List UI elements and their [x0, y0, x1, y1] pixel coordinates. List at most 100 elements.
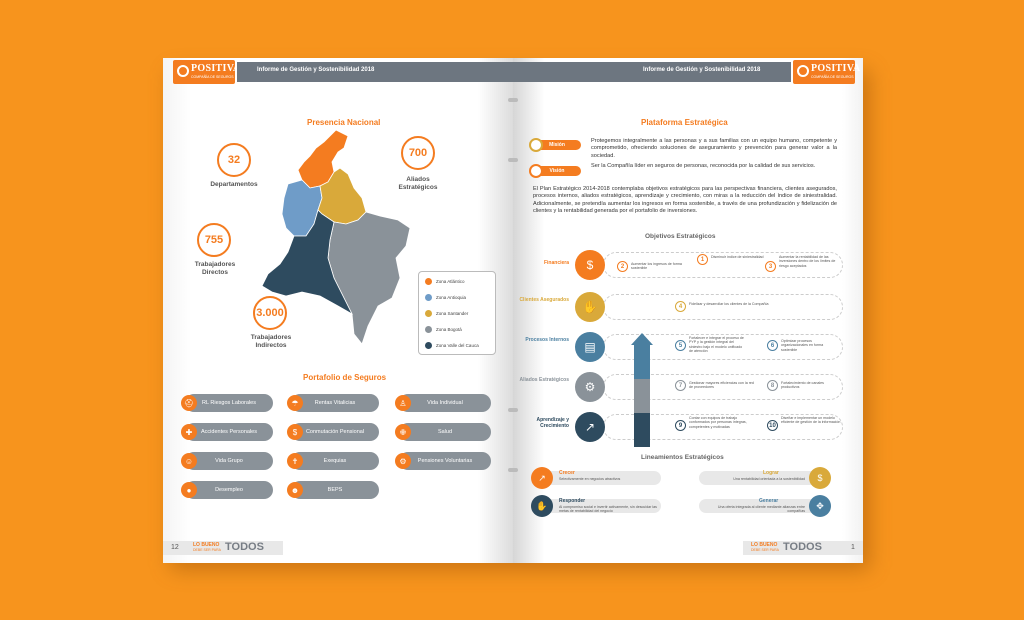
lantern-icon: ✝	[287, 453, 303, 469]
zone-bogota	[327, 211, 411, 345]
stat-value: 755	[204, 234, 224, 246]
legend-item: Zona Atlántico	[425, 278, 465, 285]
legend-item: Zona Valle del Cauca	[425, 342, 479, 349]
left-footer-band	[163, 541, 283, 555]
group-icon: ☺	[181, 453, 197, 469]
piggy-bank-icon: ⚙	[395, 453, 411, 469]
stat-label: Aliados Estratégicos	[398, 176, 438, 191]
slogan-sub: DEBE SER PARA	[751, 548, 779, 552]
target-icon	[529, 138, 543, 152]
portafolio-item-rentas-vitalicias: Rentas Vitalicias	[291, 394, 379, 412]
perspective-label: Financiera	[543, 260, 569, 266]
slogan-top: LO BUENO	[193, 542, 220, 548]
portafolio-item-accidentes-personales: Accidentes Personales	[185, 423, 273, 441]
portafolio-label: Vida Individual	[427, 400, 463, 406]
presencia-title: Presencia Nacional	[307, 118, 381, 127]
objective-num: 10	[769, 422, 776, 429]
objective-text: Aumentar la rentabilidad de las inversio…	[779, 255, 836, 268]
colombia-map	[261, 129, 411, 345]
objective-row	[603, 294, 843, 320]
objective-text: Diseñar e implementar un modelo eficient…	[781, 416, 841, 425]
lineamiento-text: Una oferta integrada al cliente mediante…	[717, 505, 805, 514]
objective-number: 5	[675, 340, 686, 351]
objective-number: 8	[767, 380, 778, 391]
legend-label: Zona Santander	[436, 311, 469, 316]
objective-text: Optimizar procesos organizacionales en f…	[781, 339, 824, 352]
portafolio-label: BEPS	[327, 487, 343, 493]
logo-name: POSITIVA	[811, 63, 861, 74]
right-slogan: LO BUENO DEBE SER PARA TODOS	[751, 541, 841, 555]
logo-circle-icon	[797, 65, 809, 77]
lineamiento-text: Al compromiso social e invertir activame…	[559, 505, 657, 514]
objective-text: Disminuir índice de siniestralidad	[711, 255, 764, 259]
plan-estrategico-text: El Plan Estratégico 2014-2018 contemplab…	[533, 186, 837, 215]
portafolio-item-salud: Salud	[399, 423, 491, 441]
money-icon: $	[575, 250, 605, 280]
binding-mark	[508, 408, 518, 412]
legend-label: Zona Antioquia	[436, 295, 467, 300]
binding-mark	[508, 98, 518, 102]
injury-icon: ✚	[181, 424, 197, 440]
objective-num: 2	[620, 263, 625, 270]
stat-value: 32	[227, 154, 241, 166]
beach-icon: ☂	[287, 395, 303, 411]
objective-num: 7	[678, 382, 683, 389]
handshake-icon: ✋	[575, 292, 605, 322]
objective-text: Fortalecimiento de canales productivos	[781, 381, 824, 390]
objective-num: 8	[770, 382, 775, 389]
objective-num: 5	[678, 342, 683, 349]
stat-value: 3.000	[256, 307, 284, 319]
lineamiento-pill	[541, 471, 661, 485]
plataforma-title: Plataforma Estratégica	[641, 118, 728, 127]
lineamiento-pill	[541, 499, 661, 513]
binding-mark	[508, 468, 518, 472]
portafolio-label: Rentas Vitalicias	[314, 400, 356, 406]
portafolio-label: Accidentes Personales	[201, 429, 257, 435]
stat-value: 700	[408, 147, 428, 159]
people-icon: ☻	[287, 482, 303, 498]
objective-text: Contar con equipos de trabajo conformado…	[689, 416, 747, 429]
progress-arrow-icon	[631, 333, 653, 447]
logo-sub: COMPAÑÍA DE SEGUROS	[811, 75, 854, 79]
handshake-icon: ✋	[531, 495, 553, 517]
map-legend: Zona Atlántico Zona Antioquia Zona Santa…	[418, 271, 496, 355]
right-header-band: Informe de Gestión y Sostenibilidad 2018	[513, 62, 791, 82]
slogan-top: LO BUENO	[751, 542, 778, 548]
left-slogan: LO BUENO DEBE SER PARA TODOS	[193, 541, 283, 555]
money-icon: $	[287, 424, 303, 440]
eye-icon	[529, 164, 543, 178]
objective-text: Fidelizar y desarrollar los clientes de …	[689, 302, 769, 306]
mision-label: Misión	[549, 142, 565, 148]
growth-icon: ↗	[531, 467, 553, 489]
objective-number: 2	[617, 261, 628, 272]
gears-icon: ⚙	[575, 372, 605, 402]
objective-text: Gestionar mayores eficiencias con la red…	[689, 381, 754, 390]
left-page-number: 12	[171, 544, 179, 551]
right-page: Informe de Gestión y Sostenibilidad 2018…	[513, 58, 863, 563]
mision-text: Protegemos integralmente a las personas …	[591, 138, 837, 159]
binding-mark	[508, 158, 518, 162]
perspective-label: Procesos Internos	[525, 337, 569, 343]
portafolio-item-riesgos-laborales: RL Riesgos Laborales	[185, 394, 273, 412]
right-footer-band	[743, 541, 863, 555]
lineamiento-text: Selectivamente en negocios atractivos	[559, 477, 621, 481]
medkit-icon: ✙	[395, 424, 411, 440]
portafolio-item-vida-individual: Vida Individual	[399, 394, 491, 412]
legend-item: Zona Bogotá	[425, 326, 462, 333]
lineamiento-head: Lograr	[763, 470, 779, 476]
portafolio-item-pensiones-voluntarias: Pensiones Voluntarias	[399, 452, 491, 470]
objective-num: 6	[770, 342, 775, 349]
objetivos-title: Objetivos Estratégicos	[645, 233, 716, 240]
portafolio-item-vida-grupo: Vida Grupo	[185, 452, 273, 470]
zone-valle-del-cauca	[261, 209, 353, 316]
right-header-title: Informe de Gestión y Sostenibilidad 2018	[643, 67, 761, 73]
objective-number: 10	[767, 420, 778, 431]
portafolio-label: Exequias	[323, 458, 347, 464]
objective-text: Aumentar los ingresos de forma sostenibl…	[631, 262, 682, 271]
positiva-logo: POSITIVA COMPAÑÍA DE SEGUROS	[173, 60, 240, 84]
portafolio-label: Vida Grupo	[215, 458, 243, 464]
objective-number: 1	[697, 254, 708, 265]
objective-number: 4	[675, 301, 686, 312]
right-page-number: 1	[851, 544, 855, 551]
left-header-title: Informe de Gestión y Sostenibilidad 2018	[257, 67, 375, 73]
